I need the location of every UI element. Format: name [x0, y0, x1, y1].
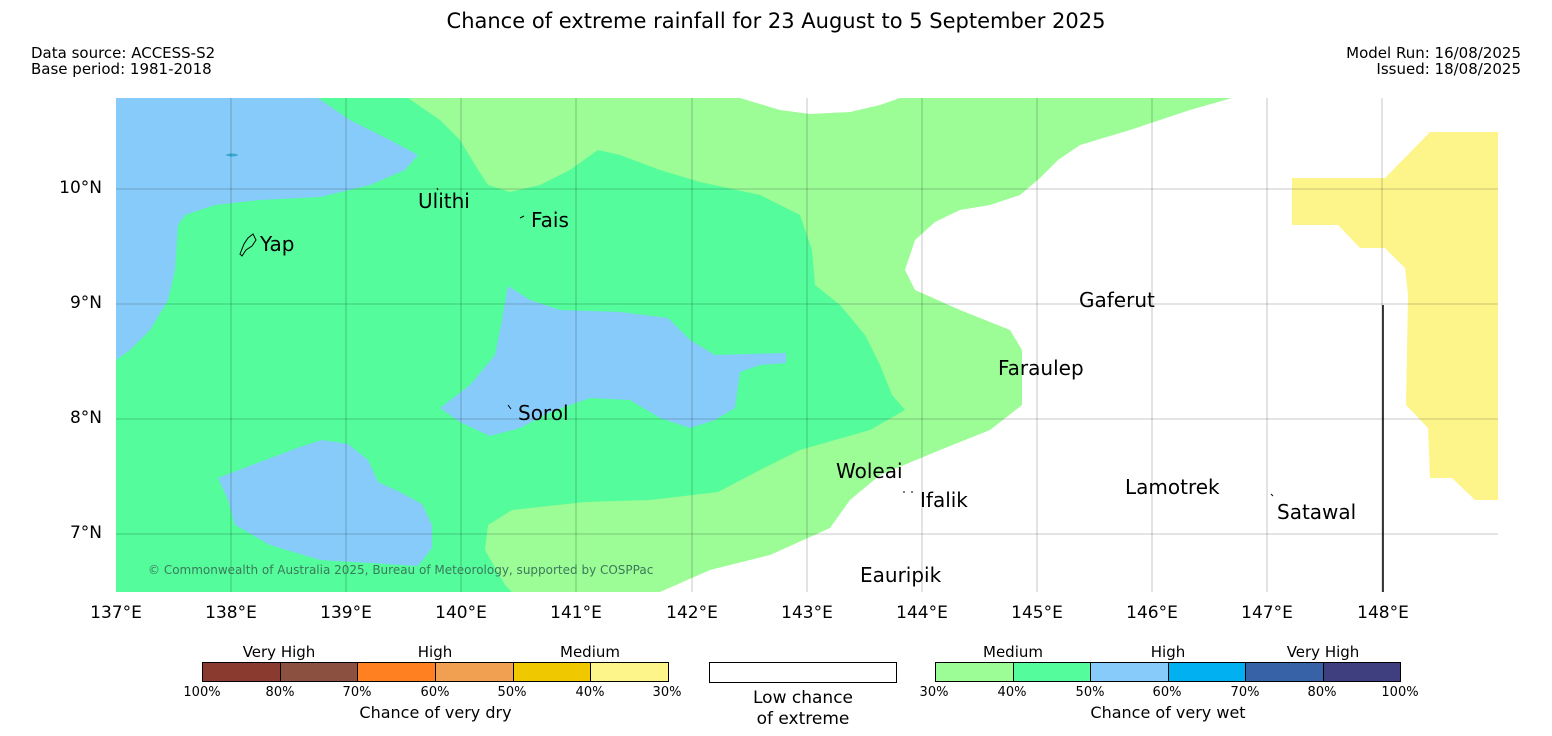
place-label-eauripik: Eauripik: [860, 563, 942, 587]
place-label-fais: Fais: [531, 208, 569, 232]
small-island-marker: [226, 153, 238, 157]
low-chance-line1: Low chance: [753, 688, 853, 708]
place-label-satawal: Satawal: [1277, 500, 1357, 524]
dry-swatch-60-70: [358, 663, 437, 681]
dry-30-40-region: [1292, 132, 1498, 500]
dry-swatch-70-80: [280, 663, 359, 681]
place-label-sorol: Sorol: [518, 401, 569, 425]
dry-colorbar: [202, 662, 669, 682]
metadata-left: Data source: ACCESS-S2 Base period: 1981…: [31, 45, 215, 77]
place-label-woleai: Woleai: [836, 459, 903, 483]
lon-label-144e: 144°E: [896, 603, 948, 623]
wet-swatch-40-50: [1013, 663, 1091, 681]
dry-tick-60: 60%: [420, 685, 450, 700]
fais-island-outline: [519, 215, 525, 219]
wet-swatch-80-100: [1323, 663, 1400, 681]
lat-label-8n: 8°N: [69, 408, 102, 428]
wet-group-very-high: Very High: [1286, 643, 1360, 661]
wet-swatch-60-70: [1168, 663, 1246, 681]
wet-50-60-region-central: [440, 286, 786, 436]
wet-swatch-70-80: [1246, 663, 1324, 681]
dry-tick-70: 70%: [342, 685, 372, 700]
base-period-text: Base period: 1981-2018: [31, 60, 212, 78]
wet-50-60-region-west: [116, 98, 418, 360]
wet-tick-100: 100%: [1381, 685, 1419, 700]
ulithi-island-outline: [436, 187, 439, 191]
wet-swatch-50-60: [1091, 663, 1169, 681]
lon-label-142e: 142°E: [666, 603, 718, 623]
lat-label-9n: 9°N: [69, 293, 102, 313]
wet-tick-50: 50%: [1075, 685, 1105, 700]
grid-lines: [116, 98, 1498, 592]
yap-island-outline: [239, 233, 257, 257]
place-label-ulithi: Ulithi: [418, 189, 470, 213]
issued-text: Issued: 18/08/2025: [1376, 60, 1521, 78]
lat-label-7n: 7°N: [69, 523, 102, 543]
dry-tick-50: 50%: [497, 685, 527, 700]
metadata-right: Model Run: 16/08/2025 Issued: 18/08/2025: [1346, 45, 1521, 77]
lon-label-148e: 148°E: [1357, 603, 1409, 623]
wet-group-high: High: [1150, 643, 1186, 661]
sorol-island-outline: [507, 404, 512, 410]
dry-swatch-40-50: [513, 663, 592, 681]
wet-swatch-30-40: [936, 663, 1014, 681]
wet-tick-60: 60%: [1152, 685, 1182, 700]
dry-group-medium: Medium: [560, 643, 620, 661]
copyright-text: © Commonwealth of Australia 2025, Bureau…: [148, 563, 654, 577]
wet-colorbar: [935, 662, 1401, 682]
lat-label-10n: 10°N: [59, 178, 102, 198]
data-source-text: Data source: ACCESS-S2: [31, 44, 216, 62]
dry-swatch-30-40: [591, 663, 669, 681]
dry-tick-30: 30%: [652, 685, 682, 700]
place-label-faraulep: Faraulep: [998, 356, 1084, 380]
map-title: Chance of extreme rainfall for 23 August…: [446, 9, 1106, 33]
wet-tick-70: 70%: [1230, 685, 1260, 700]
dry-tick-80: 80%: [265, 685, 295, 700]
place-label-ifalik: Ifalik: [920, 488, 968, 512]
lon-label-137e: 137°E: [90, 603, 142, 623]
model-run-text: Model Run: 16/08/2025: [1346, 44, 1521, 62]
wet-group-medium: Medium: [983, 643, 1043, 661]
dry-colorbar-title: Chance of very dry: [359, 703, 512, 722]
lon-label-140e: 140°E: [435, 603, 487, 623]
wet-tick-80: 80%: [1307, 685, 1337, 700]
lon-label-141e: 141°E: [550, 603, 602, 623]
dry-swatch-80-100: [203, 663, 281, 681]
lon-label-139e: 139°E: [320, 603, 372, 623]
dry-group-very-high: Very High: [242, 643, 316, 661]
low-chance-swatch: [709, 662, 897, 683]
lon-label-146e: 146°E: [1126, 603, 1178, 623]
place-label-yap: Yap: [260, 232, 295, 256]
wet-50-60-region-south: [218, 440, 432, 566]
low-chance-line2: of extreme: [756, 709, 850, 729]
island-outlines: [239, 187, 1274, 497]
lon-label-138e: 138°E: [205, 603, 257, 623]
place-label-gaferut: Gaferut: [1079, 288, 1155, 312]
wet-tick-30: 30%: [919, 685, 949, 700]
low-chance-label: Low chance of extreme: [709, 688, 897, 730]
dry-group-high: High: [417, 643, 453, 661]
dry-swatch-50-60: [436, 663, 514, 681]
lon-label-147e: 147°E: [1241, 603, 1293, 623]
place-label-lamotrek: Lamotrek: [1125, 475, 1220, 499]
lon-label-145e: 145°E: [1011, 603, 1063, 623]
wet-tick-40: 40%: [997, 685, 1027, 700]
satawal-island-outline: [1270, 493, 1274, 497]
lon-label-143e: 143°E: [781, 603, 833, 623]
low-chance-notch: [740, 98, 900, 114]
dry-tick-100: 100%: [183, 685, 221, 700]
dry-tick-40: 40%: [575, 685, 605, 700]
wet-colorbar-title: Chance of very wet: [1090, 703, 1246, 722]
